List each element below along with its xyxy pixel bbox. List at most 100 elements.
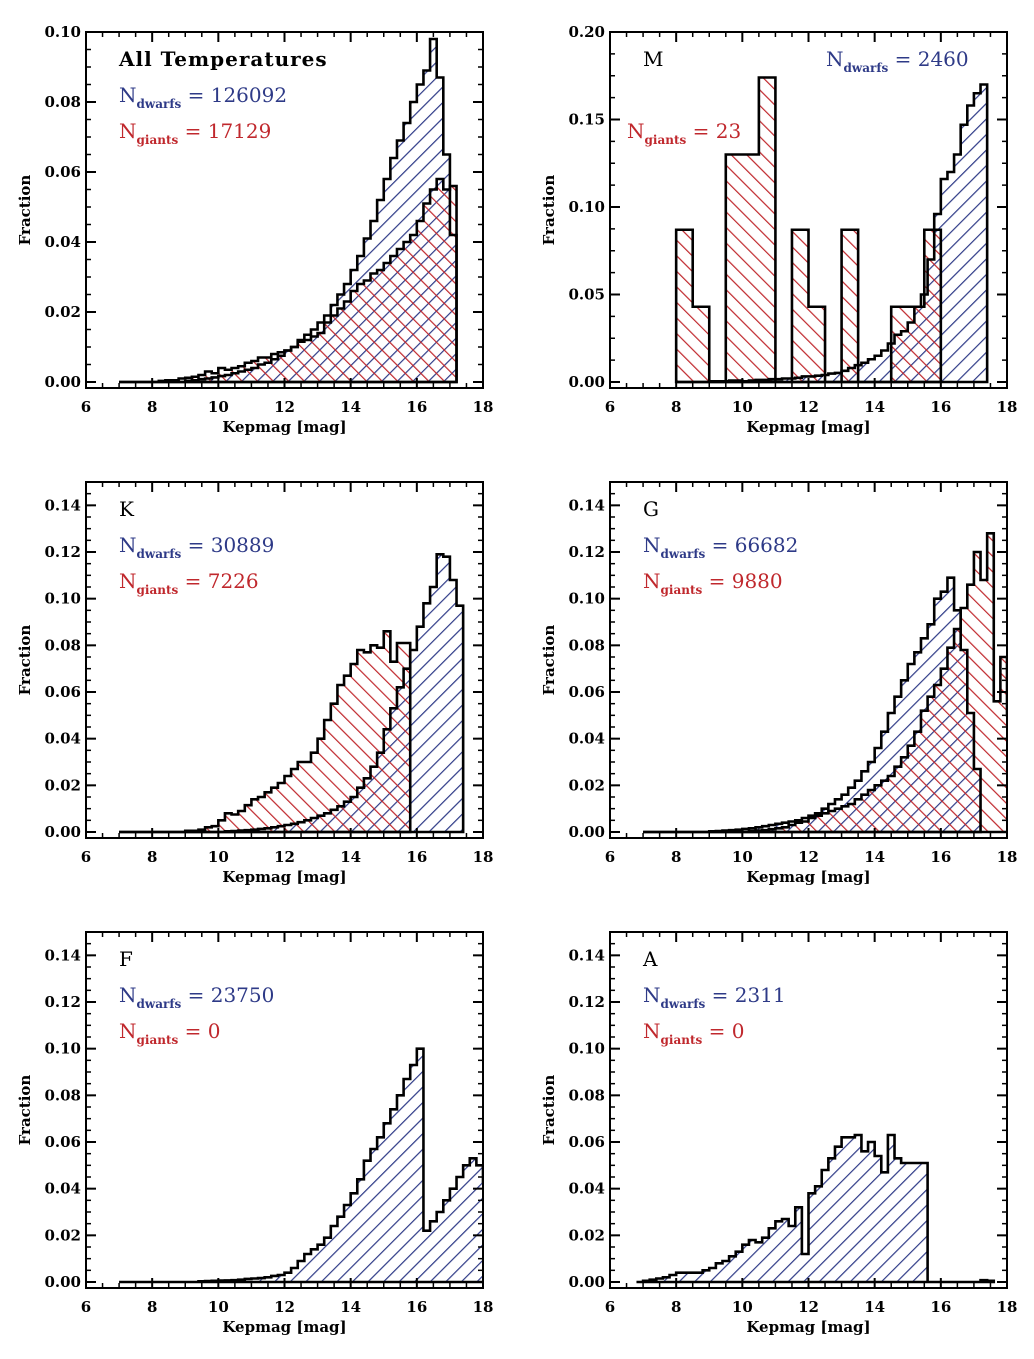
x-tick-label: 16	[406, 848, 427, 866]
y-tick-label: 0.04	[44, 730, 81, 748]
panel-5: 6 8 10 12 14 16 18 0.00 0.02 0.04 0.06 0.08 0.10 0.12…	[16, 931, 494, 1336]
n-dwarfs-label: Ndwarfs = 2311	[643, 983, 786, 1011]
y-axis-label: Fraction	[16, 625, 34, 696]
n-giants-label: Ngiants = 17129	[119, 119, 271, 147]
y-tick-label: 0.08	[44, 636, 81, 654]
plot-area	[119, 37, 458, 384]
y-tick-label: 0.06	[568, 683, 605, 701]
y-tick-label: 0.14	[44, 496, 81, 514]
y-tick-label: 0.00	[44, 1273, 81, 1291]
y-tick-label: 0.00	[568, 823, 605, 841]
y-tick-label: 0.00	[44, 823, 81, 841]
x-tick-label: 8	[671, 1298, 681, 1316]
panel-1: 6 8 10 12 14 16 18 0.00 0.02 0.04 0.06 0.08 0.10 Kepm…	[16, 23, 493, 436]
giants-histogram-fill	[119, 179, 457, 382]
x-tick-label: 8	[147, 398, 157, 416]
n-giants-label: Ngiants = 0	[119, 1019, 220, 1047]
plot-area	[674, 76, 989, 384]
panel-3: 6 8 10 12 14 16 18 0.00 0.02 0.04 0.06 0.08 0.10 0.12…	[16, 481, 493, 886]
y-tick-label: 0.02	[44, 1226, 81, 1244]
x-axis-label: Kepmag [mag]	[222, 1318, 346, 1336]
panel-4: 6 8 10 12 14 16 18 0.00 0.02 0.04 0.06 0.08 0.10 0.12…	[540, 481, 1018, 886]
dwarfs-histogram-outline	[643, 576, 982, 834]
x-tick-label: 18	[997, 848, 1018, 866]
n-giants-label: Ngiants = 23	[627, 119, 741, 147]
y-tick-label: 0.04	[44, 1180, 81, 1198]
x-tick-label: 16	[930, 848, 951, 866]
x-tick-label: 14	[864, 848, 885, 866]
x-tick-label: 16	[406, 398, 427, 416]
y-tick-label: 0.20	[568, 23, 605, 41]
x-tick-label: 12	[798, 848, 819, 866]
y-axis-label: Fraction	[16, 175, 34, 246]
y-tick-label: 0.04	[44, 233, 81, 251]
x-tick-label: 12	[274, 398, 295, 416]
x-tick-label: 18	[473, 398, 494, 416]
y-tick-label: 0.06	[44, 163, 81, 181]
x-tick-label: 8	[147, 848, 157, 866]
y-tick-label: 0.00	[44, 373, 81, 391]
y-tick-label: 0.14	[568, 496, 605, 514]
panel-title: M	[643, 47, 663, 71]
panel-title: G	[643, 497, 659, 521]
y-axis-label: Fraction	[540, 1075, 558, 1146]
x-tick-label: 18	[997, 398, 1018, 416]
x-tick-label: 12	[274, 848, 295, 866]
y-tick-label: 0.14	[44, 946, 81, 964]
n-dwarfs-label: Ndwarfs = 23750	[119, 983, 274, 1011]
plot-area	[643, 532, 1007, 834]
x-axis-label: Kepmag [mag]	[746, 418, 870, 436]
dwarfs-histogram-fill	[119, 1048, 483, 1282]
y-tick-label: 0.15	[568, 111, 605, 129]
panel-6: 6 8 10 12 14 16 18 0.00 0.02 0.04 0.06 0.08 0.10 0.12…	[540, 931, 1018, 1336]
x-tick-label: 14	[340, 398, 361, 416]
n-dwarfs-label: Ndwarfs = 30889	[119, 533, 274, 561]
giants-histogram-outline	[643, 532, 1007, 834]
x-axis-label: Kepmag [mag]	[746, 868, 870, 886]
dwarfs-histogram-fill	[636, 1135, 994, 1282]
x-tick-label: 6	[605, 398, 615, 416]
giants-histogram-fill	[643, 533, 1007, 832]
y-tick-label: 0.14	[568, 946, 605, 964]
plot-area	[636, 1133, 996, 1284]
panel-title: K	[119, 497, 135, 521]
panel-title: A	[642, 947, 658, 971]
y-tick-label: 0.08	[568, 636, 605, 654]
y-tick-label: 0.04	[568, 730, 605, 748]
panel-2: 6 8 10 12 14 16 18 0.00 0.05 0.10 0.15 0.20 Kepmag […	[540, 23, 1017, 436]
y-tick-label: 0.00	[568, 1273, 605, 1291]
x-tick-label: 8	[671, 848, 681, 866]
x-tick-label: 18	[997, 1298, 1018, 1316]
x-tick-label: 10	[208, 848, 229, 866]
y-tick-label: 0.08	[568, 1086, 605, 1104]
x-tick-label: 10	[732, 1298, 753, 1316]
panel-title: F	[119, 947, 133, 971]
x-tick-label: 6	[605, 1298, 615, 1316]
y-tick-label: 0.12	[568, 543, 605, 561]
y-tick-label: 0.05	[568, 286, 605, 304]
y-tick-label: 0.06	[44, 1133, 81, 1151]
x-tick-label: 14	[864, 398, 885, 416]
y-tick-label: 0.08	[44, 93, 81, 111]
x-tick-label: 14	[340, 848, 361, 866]
x-tick-label: 16	[930, 398, 951, 416]
x-tick-label: 6	[605, 848, 615, 866]
x-tick-label: 6	[81, 1298, 91, 1316]
y-tick-label: 0.02	[44, 776, 81, 794]
y-tick-label: 0.10	[568, 590, 605, 608]
y-tick-label: 0.06	[568, 1133, 605, 1151]
y-tick-label: 0.08	[44, 1086, 81, 1104]
giants-histogram-outline	[674, 76, 943, 384]
y-tick-label: 0.02	[568, 776, 605, 794]
y-tick-label: 0.02	[44, 303, 81, 321]
y-tick-label: 0.10	[44, 590, 81, 608]
dwarfs-histogram-outline	[636, 1133, 996, 1284]
x-tick-label: 18	[473, 1298, 494, 1316]
panel-title: All Temperatures	[118, 47, 328, 71]
n-dwarfs-label: Ndwarfs = 126092	[119, 83, 287, 111]
y-axis-label: Fraction	[16, 1075, 34, 1146]
plot-area	[119, 1047, 483, 1284]
n-giants-label: Ngiants = 0	[643, 1019, 744, 1047]
y-tick-label: 0.12	[44, 993, 81, 1011]
